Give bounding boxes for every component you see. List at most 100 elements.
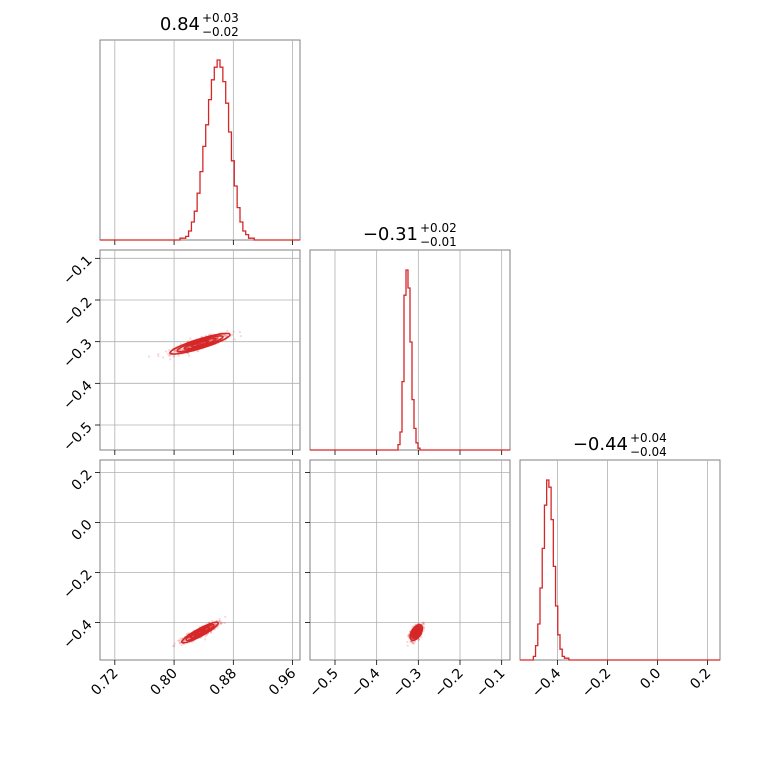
hist-panel-1 [309, 249, 511, 455]
sample-point [418, 638, 421, 641]
x-tick-label: −0.2 [579, 666, 614, 701]
sample-point [179, 637, 182, 640]
sample-point [168, 349, 171, 352]
sample-point [220, 622, 223, 625]
sample-point [173, 349, 176, 352]
contour-level [180, 621, 220, 644]
sample-point [218, 622, 222, 625]
sample-point [422, 626, 425, 629]
contour-level [189, 626, 211, 639]
histogram-line [310, 269, 510, 451]
title-value: −0.31 [363, 224, 418, 245]
title-err-plus: +0.03 [202, 11, 239, 25]
sample-point [179, 641, 182, 644]
sample-point [177, 639, 180, 642]
sample-point [224, 615, 227, 619]
scatter-points [406, 621, 426, 647]
sample-point [172, 355, 175, 358]
sample-point [181, 347, 184, 350]
title-value: −0.44 [573, 434, 628, 455]
x-tick-label: 0.0 [637, 666, 664, 693]
title-err-plus: +0.04 [630, 431, 667, 445]
sample-point [177, 354, 180, 357]
sample-point [157, 353, 160, 356]
contour-level [185, 623, 215, 642]
sample-point [231, 333, 234, 336]
sample-point [417, 638, 420, 641]
x-tick-label: 0.2 [687, 666, 714, 693]
sample-point [165, 350, 168, 353]
histogram-line [100, 59, 300, 241]
contour-level [409, 623, 424, 642]
y-tick-label: −0.3 [60, 336, 95, 371]
hist-panel-0 [99, 39, 301, 245]
panel-frame [99, 249, 301, 451]
sample-point [233, 338, 236, 341]
sample-point [217, 620, 221, 623]
sample-point [180, 644, 183, 647]
title-value: 0.84 [160, 14, 200, 35]
sample-point [409, 640, 412, 643]
sample-point [422, 627, 426, 630]
x-tick-label: 0.96 [266, 665, 299, 698]
sample-point [209, 631, 213, 635]
panels: −0.4 −0.2 0.0 0.2−0.5−0.4−0.3−0.2−0.10.72 0.… [60, 39, 721, 701]
sample-point [185, 633, 189, 636]
sample-point [238, 330, 242, 334]
sample-point [218, 617, 221, 621]
sample-point [182, 643, 186, 646]
contour-level [410, 625, 422, 640]
sample-point [189, 337, 192, 340]
sample-point [183, 639, 186, 642]
y-tick-label: 0.0 [69, 517, 96, 544]
scatter-points [172, 615, 227, 648]
y-tick-label: −0.4 [60, 378, 95, 413]
sample-point [219, 620, 222, 623]
sample-point [220, 621, 224, 624]
sample-point [224, 334, 227, 337]
sample-point [239, 334, 243, 338]
contour-level [190, 339, 210, 348]
sample-point [211, 619, 214, 623]
panel-frame [309, 459, 511, 661]
x-tick-label: −0.4 [348, 665, 383, 700]
sample-point [167, 352, 170, 356]
sample-point [218, 619, 221, 623]
sample-point [411, 625, 414, 629]
title-param-0: 0.84 +0.03 −0.02 [160, 11, 239, 39]
sample-point [216, 337, 219, 340]
sample-point [223, 334, 227, 337]
y-tick-label: −0.2 [60, 294, 95, 329]
sample-point [162, 356, 165, 359]
sample-point [412, 642, 415, 646]
sample-point [187, 339, 190, 343]
sample-point [168, 354, 171, 357]
sample-point [174, 350, 177, 353]
sample-point [412, 641, 415, 644]
title-err-minus: −0.02 [202, 25, 239, 39]
x-tick-label: −0.2 [431, 666, 466, 701]
x-tick-label: −0.3 [390, 666, 425, 701]
sample-point [406, 644, 409, 647]
sample-point [413, 640, 417, 643]
scatter-panel-1-2: −0.5 −0.4 −0.3 −0.2 −0.1 [305, 459, 511, 701]
x-tick-label: −0.5 [306, 666, 341, 701]
sample-point [410, 641, 413, 644]
histogram-line [520, 479, 720, 661]
x-tick-label: −0.4 [529, 665, 564, 700]
sample-point [179, 641, 182, 644]
sample-point [407, 634, 410, 637]
sample-point [147, 355, 151, 358]
sample-point [204, 638, 207, 641]
y-tick-label: −0.2 [60, 567, 95, 602]
x-tick-label: −0.1 [473, 666, 508, 701]
sample-point [223, 335, 226, 338]
y-tick-label: 0.2 [69, 467, 96, 494]
sample-point [215, 337, 219, 340]
sample-point [178, 642, 181, 645]
sample-point [187, 346, 190, 349]
sample-point [172, 644, 175, 648]
sample-point [187, 637, 191, 640]
sample-point [232, 330, 235, 333]
